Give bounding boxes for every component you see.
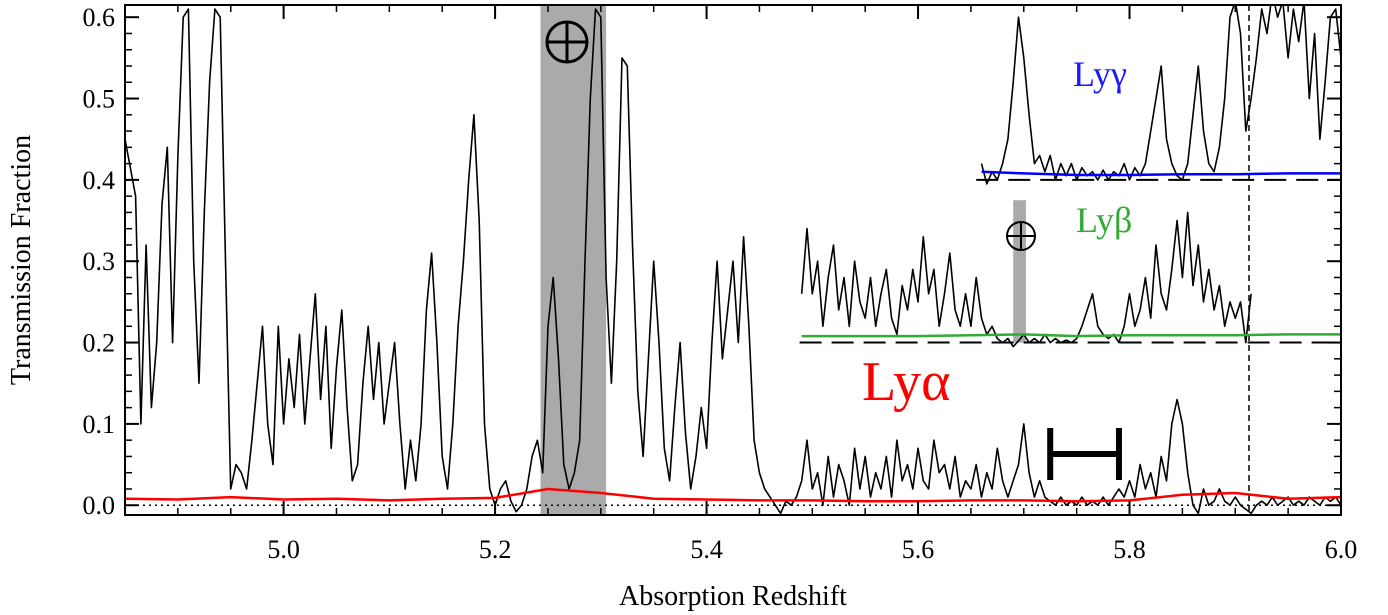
shaded-region-0 [540, 5, 607, 515]
x-tick-label: 5.4 [690, 535, 723, 564]
series-lines [125, 5, 1341, 515]
lyb-label: Lyβ [1076, 200, 1132, 240]
x-axis-title: Absorption Redshift [619, 581, 847, 612]
series-flux-1 [800, 211, 1252, 348]
lya-label: Lyα [862, 351, 950, 413]
x-tick-label: 5.0 [267, 535, 300, 564]
earth-symbol-small-icon [1006, 221, 1036, 251]
series-noise-5 [981, 170, 1341, 177]
series-noise-3 [125, 487, 1341, 503]
resolution-bracket [1047, 427, 1122, 480]
x-tick-label: 6.0 [1325, 535, 1358, 564]
plot-frame [124, 4, 1342, 516]
x-tick-label: 5.8 [1113, 535, 1146, 564]
y-tick-label: 0.2 [83, 329, 116, 358]
series-flux-2 [980, 5, 1341, 185]
lyg-label: Lyγ [1073, 54, 1127, 94]
earth-symbol-icon [545, 20, 589, 64]
y-tick-label: 0.4 [83, 166, 116, 195]
annotations: Lyα Lyβ Lyγ [545, 20, 1132, 480]
y-tick-label: 0.0 [83, 491, 116, 520]
series-noise-4 [801, 333, 1341, 338]
y-tick-label: 0.6 [83, 3, 116, 32]
y-tick-label: 0.1 [83, 410, 116, 439]
series-flux-0 [125, 8, 1341, 515]
x-tick-label: 5.6 [902, 535, 935, 564]
y-tick-label: 0.3 [83, 247, 116, 276]
y-tick-label: 0.5 [83, 85, 116, 114]
y-axis-title: Transmission Fraction [6, 135, 37, 385]
axes: 5.0 5.2 5.4 5.6 5.8 6.0 0.0 0.1 0.2 0.3 0.4 0.5 0.6 [83, 3, 1358, 564]
shaded-regions [540, 5, 1026, 515]
x-tick-label: 5.2 [479, 535, 512, 564]
